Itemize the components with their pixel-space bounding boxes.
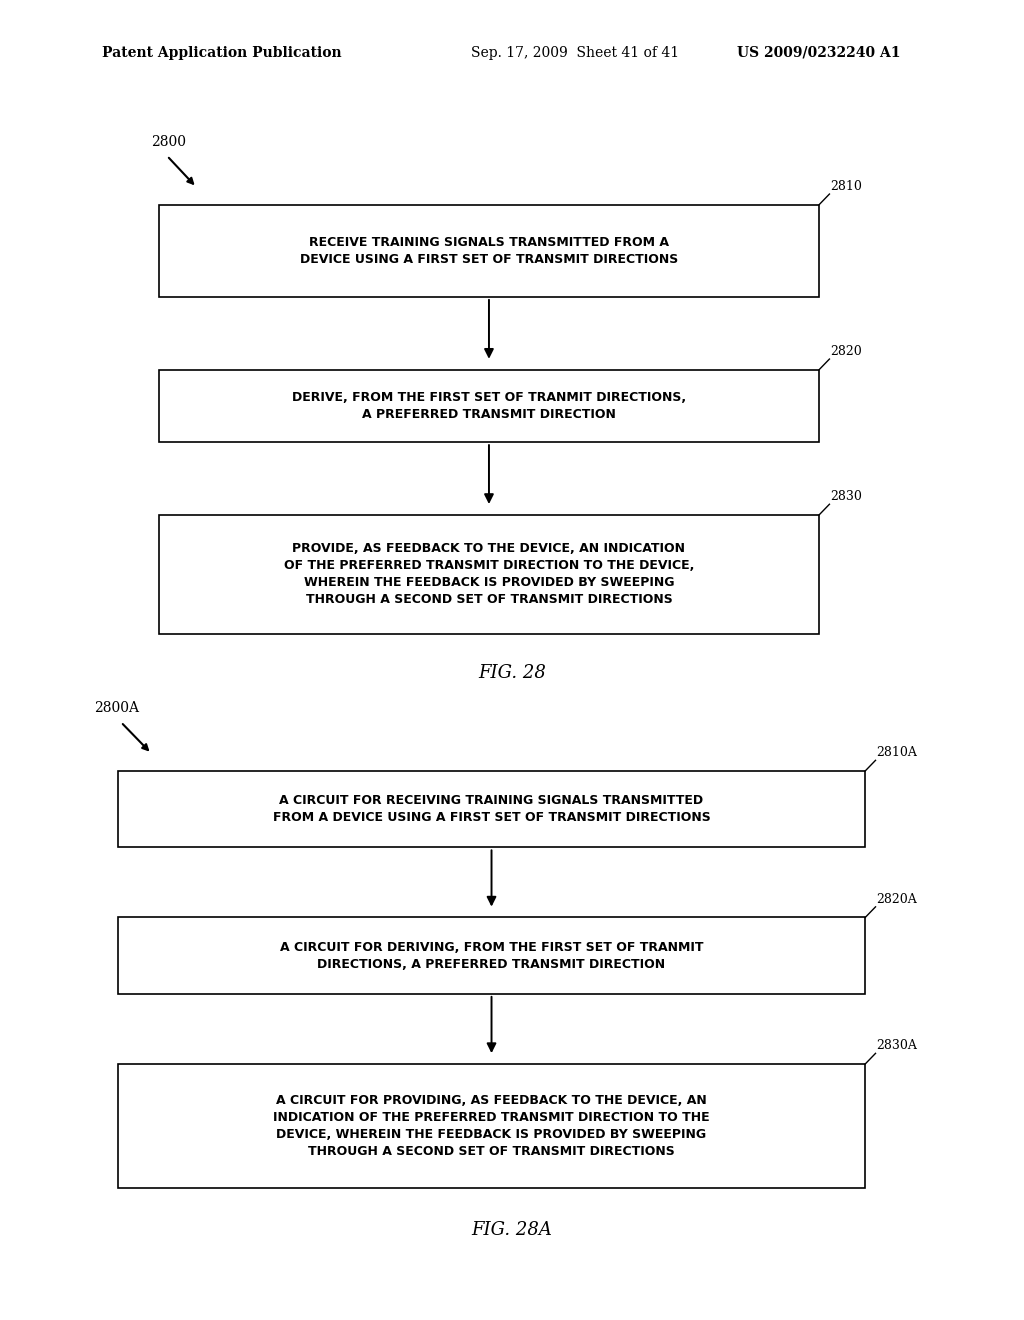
Bar — [118, 917, 865, 994]
Bar — [118, 1064, 865, 1188]
Text: 2800A: 2800A — [94, 701, 139, 715]
Text: A CIRCUIT FOR PROVIDING, AS FEEDBACK TO THE DEVICE, AN
INDICATION OF THE PREFERR: A CIRCUIT FOR PROVIDING, AS FEEDBACK TO … — [273, 1094, 710, 1158]
Text: 2820A: 2820A — [876, 892, 916, 906]
Text: 2820: 2820 — [829, 345, 862, 358]
Bar — [159, 370, 819, 442]
Text: FIG. 28A: FIG. 28A — [472, 1221, 552, 1239]
Text: A CIRCUIT FOR DERIVING, FROM THE FIRST SET OF TRANMIT
DIRECTIONS, A PREFERRED TR: A CIRCUIT FOR DERIVING, FROM THE FIRST S… — [280, 941, 703, 970]
Text: US 2009/0232240 A1: US 2009/0232240 A1 — [737, 46, 901, 59]
Bar — [118, 771, 865, 847]
Bar — [159, 515, 819, 634]
Text: 2830A: 2830A — [876, 1039, 916, 1052]
Text: PROVIDE, AS FEEDBACK TO THE DEVICE, AN INDICATION
OF THE PREFERRED TRANSMIT DIRE: PROVIDE, AS FEEDBACK TO THE DEVICE, AN I… — [284, 543, 694, 606]
Text: 2830: 2830 — [829, 490, 862, 503]
Bar — [159, 205, 819, 297]
Text: DERIVE, FROM THE FIRST SET OF TRANMIT DIRECTIONS,
A PREFERRED TRANSMIT DIRECTION: DERIVE, FROM THE FIRST SET OF TRANMIT DI… — [292, 391, 686, 421]
Text: FIG. 28: FIG. 28 — [478, 664, 546, 682]
Text: Sep. 17, 2009  Sheet 41 of 41: Sep. 17, 2009 Sheet 41 of 41 — [471, 46, 679, 59]
Text: 2810A: 2810A — [876, 746, 916, 759]
Text: 2800: 2800 — [152, 135, 186, 149]
Text: Patent Application Publication: Patent Application Publication — [102, 46, 342, 59]
Text: RECEIVE TRAINING SIGNALS TRANSMITTED FROM A
DEVICE USING A FIRST SET OF TRANSMIT: RECEIVE TRAINING SIGNALS TRANSMITTED FRO… — [300, 236, 678, 265]
Text: 2810: 2810 — [829, 180, 862, 193]
Text: A CIRCUIT FOR RECEIVING TRAINING SIGNALS TRANSMITTED
FROM A DEVICE USING A FIRST: A CIRCUIT FOR RECEIVING TRAINING SIGNALS… — [272, 795, 711, 824]
